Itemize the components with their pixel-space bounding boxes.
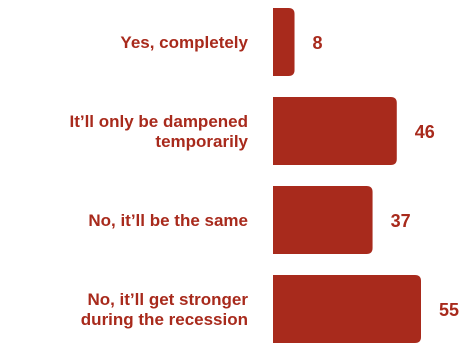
value-label-0: 8	[313, 33, 323, 53]
category-label-line: No, it’ll be the same	[88, 211, 248, 230]
category-label-line: during the recession	[81, 310, 248, 329]
value-label-1: 46	[415, 122, 435, 142]
value-labels: 8 46 37 55	[313, 33, 460, 320]
bar-1	[273, 97, 397, 165]
bar-3	[273, 275, 421, 343]
category-label-2: No, it’ll be the same	[88, 211, 248, 230]
category-label-3: No, it’ll get stronger during the recessi…	[81, 290, 249, 329]
bar-2	[273, 186, 373, 254]
category-label-0: Yes, completely	[120, 33, 248, 52]
category-label-line: No, it’ll get stronger	[87, 290, 248, 309]
category-labels: Yes, completely It’ll only be dampened tem…	[69, 33, 248, 329]
value-label-2: 37	[391, 211, 411, 231]
category-label-line: It’ll only be dampened	[69, 112, 248, 131]
value-label-3: 55	[439, 300, 459, 320]
category-label-1: It’ll only be dampened temporarily	[69, 112, 248, 151]
bar-0	[273, 8, 295, 76]
category-label-line: Yes, completely	[120, 33, 248, 52]
category-label-line: temporarily	[155, 132, 248, 151]
bars-layer	[273, 8, 421, 343]
